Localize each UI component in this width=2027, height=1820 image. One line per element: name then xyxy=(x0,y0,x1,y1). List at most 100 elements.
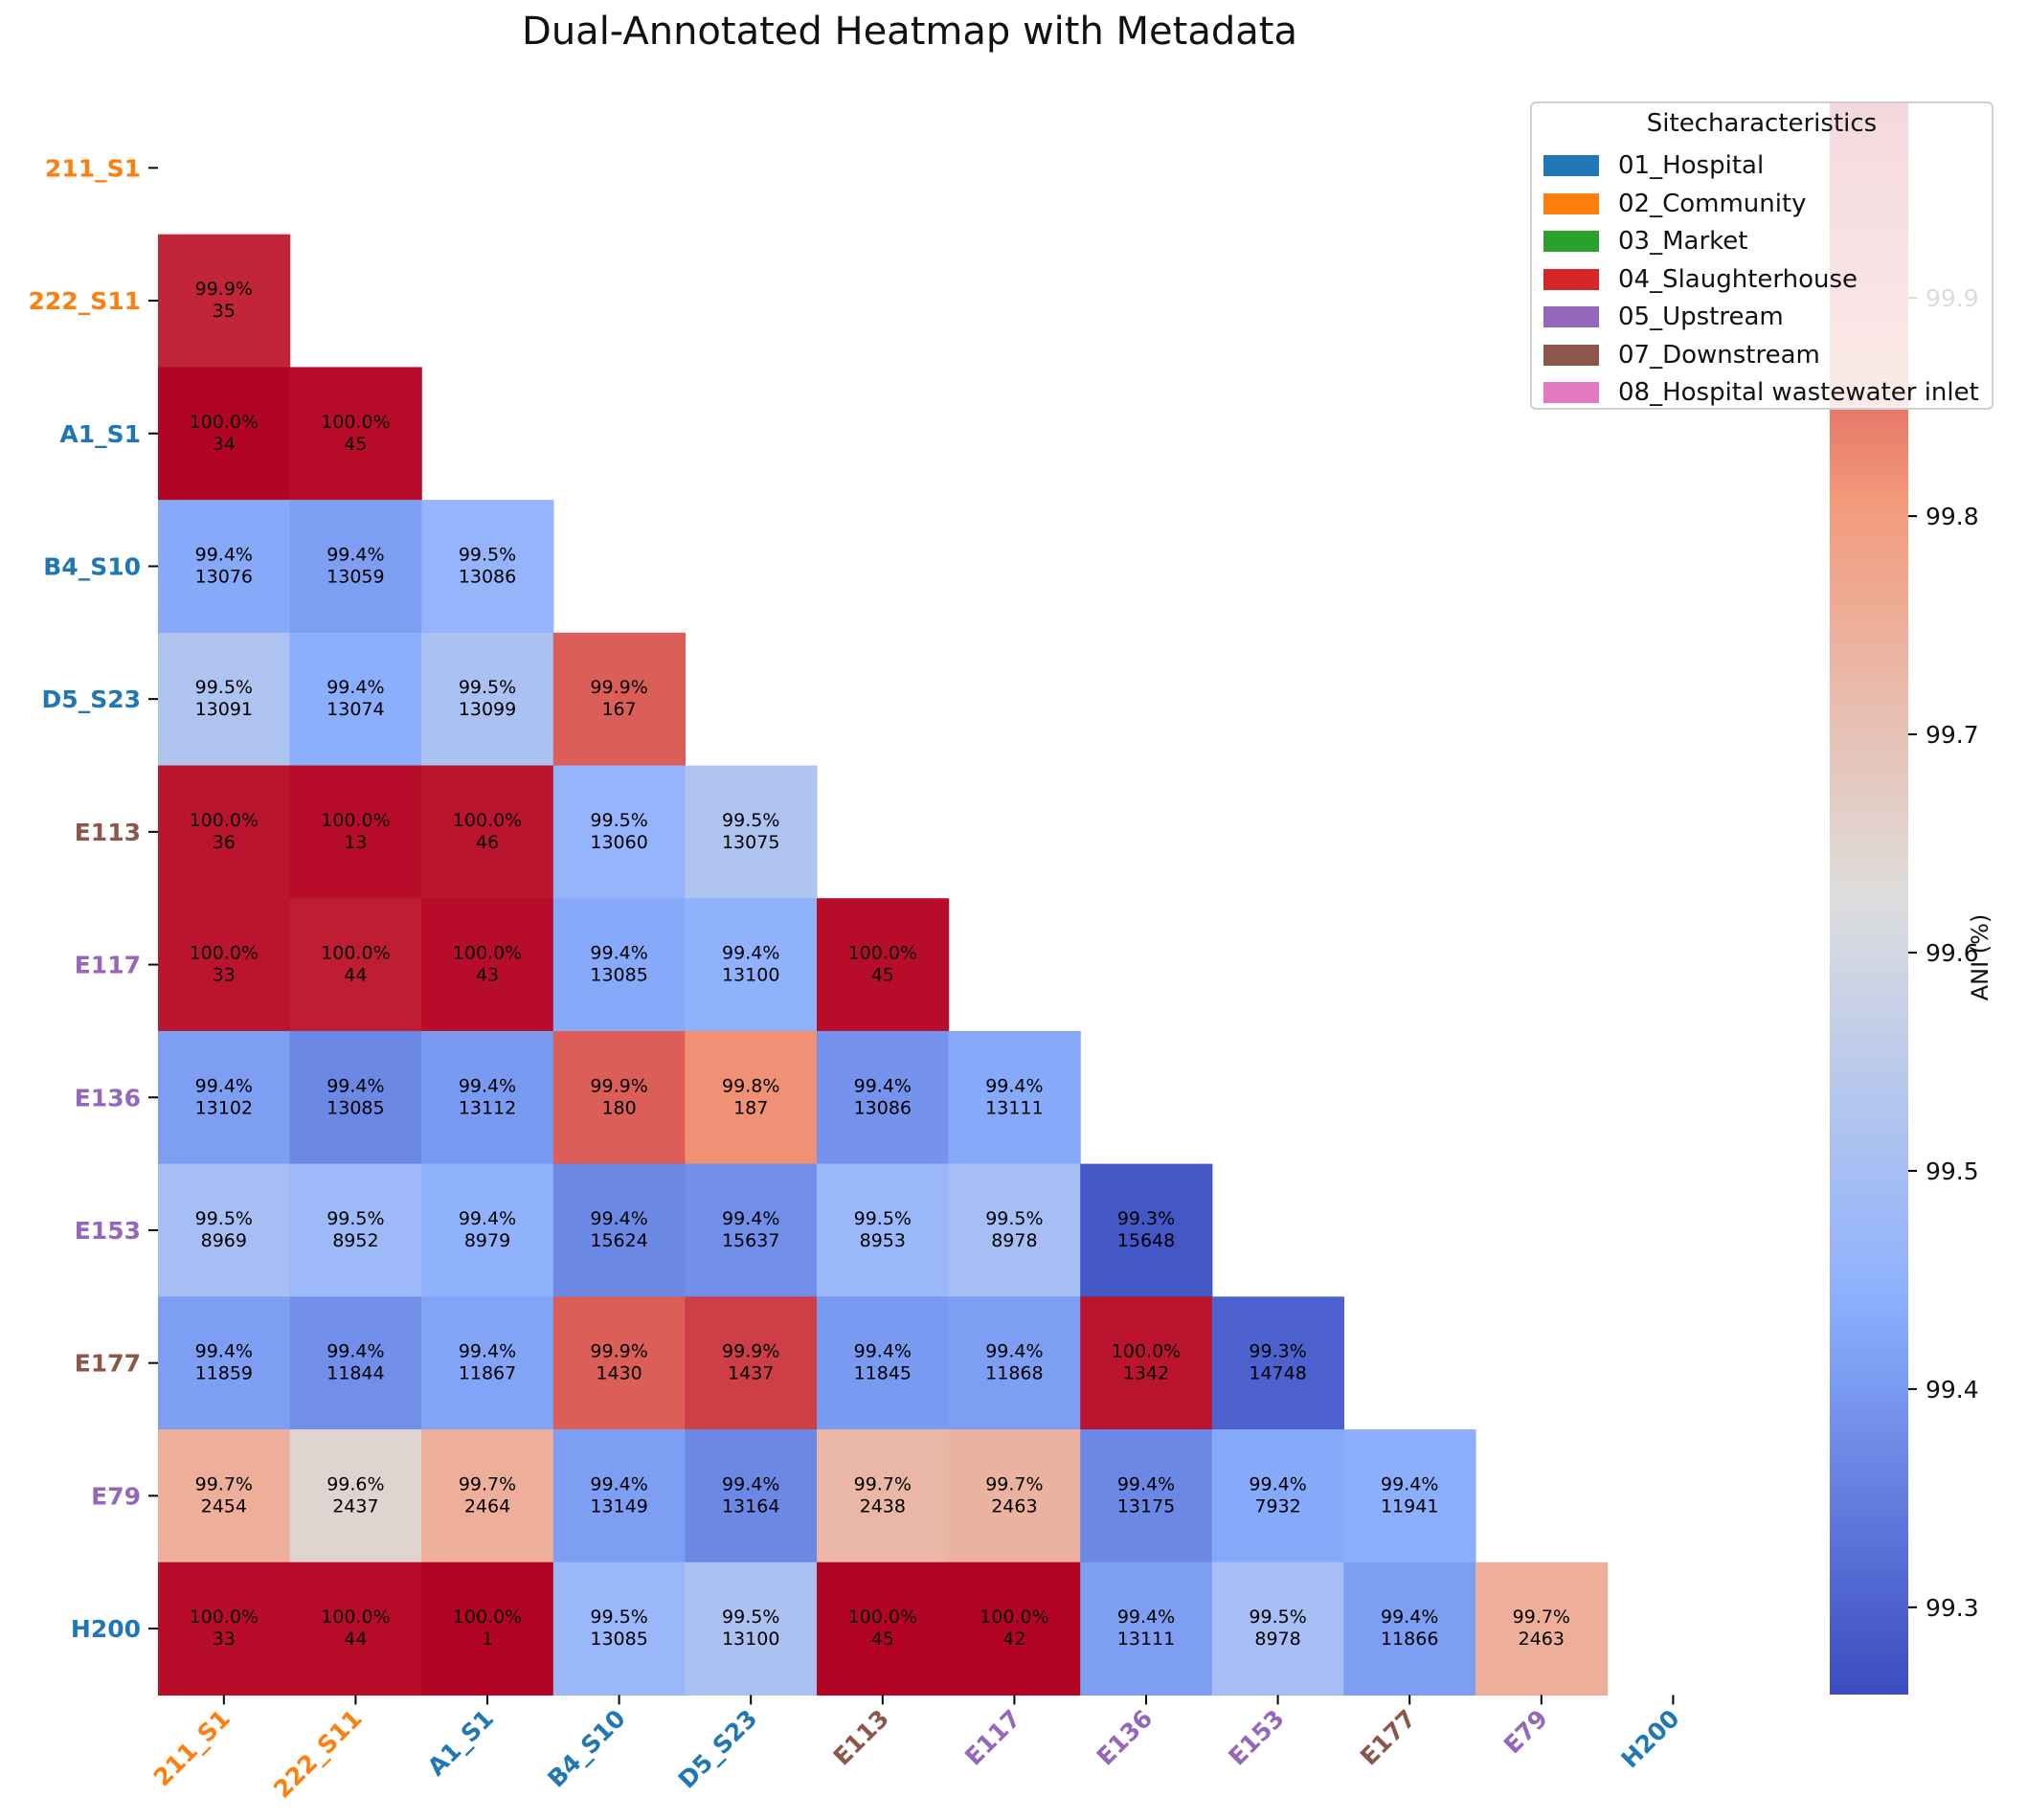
x-tick-label: E177 xyxy=(1355,1704,1421,1770)
cell-ani-label: 99.4% xyxy=(459,1075,516,1096)
cell-count-label: 13112 xyxy=(459,1097,516,1118)
legend-swatch xyxy=(1543,155,1599,176)
cell-count-label: 13059 xyxy=(327,566,384,587)
x-tick-label: H200 xyxy=(1615,1704,1684,1773)
heatmap-cell-E153-A1_S1 xyxy=(421,1163,554,1297)
cell-ani-label: 99.8% xyxy=(722,1075,779,1096)
chart-title: Dual-Annotated Heatmap with Metadata xyxy=(522,10,1297,54)
legend-entry: 07_Downstream xyxy=(1543,339,1820,371)
cell-count-label: 43 xyxy=(476,965,499,986)
heatmap-cell-E79-D5_S23 xyxy=(685,1429,818,1563)
cell-ani-label: 99.4% xyxy=(590,943,647,964)
heatmap-cell-E153-222_S11 xyxy=(289,1163,422,1297)
cell-count-label: 13111 xyxy=(1117,1629,1175,1650)
cell-ani-label: 100.0% xyxy=(848,1607,917,1628)
cell-ani-label: 99.4% xyxy=(722,1473,779,1494)
cell-ani-label: 100.0% xyxy=(321,943,390,964)
heatmap-cell-H200-D5_S23 xyxy=(685,1562,818,1696)
legend-entry: 04_Slaughterhouse xyxy=(1543,263,1858,296)
cell-ani-label: 99.4% xyxy=(327,544,384,565)
legend-swatch xyxy=(1543,268,1599,290)
cell-count-label: 13100 xyxy=(722,965,779,986)
heatmap-cell-E153-E136 xyxy=(1080,1163,1213,1297)
cell-count-label: 13100 xyxy=(722,1629,779,1650)
legend-label: 02_Community xyxy=(1618,189,1807,218)
cell-count-label: 13175 xyxy=(1117,1495,1175,1517)
heatmap-cell-E79-211_S1 xyxy=(158,1429,291,1563)
heatmap-cell-E136-A1_S1 xyxy=(421,1030,554,1165)
legend-label: 04_Slaughterhouse xyxy=(1618,264,1858,294)
colorbar-tick-label: 99.6 xyxy=(1926,939,1979,967)
cell-count-label: 8978 xyxy=(1254,1629,1300,1650)
cell-ani-label: 100.0% xyxy=(1112,1341,1181,1362)
cell-count-label: 13085 xyxy=(590,1629,647,1650)
x-tick-label: B4_S10 xyxy=(542,1704,630,1792)
y-tick-label: A1_S1 xyxy=(59,420,141,448)
x-tick-label: 222_S11 xyxy=(268,1704,368,1804)
cell-count-label: 11941 xyxy=(1381,1495,1438,1517)
x-tick-label: E117 xyxy=(959,1704,1025,1770)
heatmap-cell-E79-222_S11 xyxy=(289,1429,422,1563)
cell-ani-label: 99.4% xyxy=(985,1341,1043,1362)
heatmap-cell-A1_S1-211_S1 xyxy=(158,367,291,501)
cell-ani-label: 99.4% xyxy=(1117,1473,1175,1494)
heatmap-cell-E177-211_S1 xyxy=(158,1296,291,1430)
colorbar-tick-label: 99.8 xyxy=(1926,503,1979,530)
cell-ani-label: 99.4% xyxy=(327,677,384,698)
cell-ani-label: 99.5% xyxy=(327,1208,384,1229)
cell-count-label: 167 xyxy=(601,699,636,720)
x-tick-label: E136 xyxy=(1092,1704,1158,1770)
heatmap-cell-A1_S1-222_S11 xyxy=(289,367,422,501)
cell-count-label: 2437 xyxy=(332,1495,378,1517)
cell-count-label: 13149 xyxy=(590,1495,647,1517)
cell-count-label: 8979 xyxy=(464,1230,510,1251)
cell-count-label: 2464 xyxy=(464,1495,510,1517)
cell-count-label: 11859 xyxy=(195,1363,253,1384)
legend-title: Sitecharacteristics xyxy=(1646,109,1878,138)
heatmap-cell-E177-222_S11 xyxy=(289,1296,422,1430)
heatmap-cell-E79-B4_S10 xyxy=(552,1429,686,1563)
cell-ani-label: 100.0% xyxy=(453,943,522,964)
heatmap-cell-H200-E79 xyxy=(1475,1562,1609,1696)
y-tick-label: 222_S11 xyxy=(29,287,141,315)
cell-ani-label: 99.4% xyxy=(590,1473,647,1494)
cell-ani-label: 99.4% xyxy=(854,1075,912,1096)
cell-ani-label: 99.4% xyxy=(1381,1473,1438,1494)
heatmap-cell-E113-A1_S1 xyxy=(421,765,554,899)
cell-ani-label: 100.0% xyxy=(321,810,390,831)
cell-ani-label: 100.0% xyxy=(453,810,522,831)
cell-count-label: 2463 xyxy=(1519,1629,1565,1650)
cell-ani-label: 99.5% xyxy=(722,1607,779,1628)
cell-count-label: 13102 xyxy=(195,1097,253,1118)
heatmap-cell-E136-222_S11 xyxy=(289,1030,422,1165)
cell-count-label: 13086 xyxy=(854,1097,912,1118)
cell-ani-label: 100.0% xyxy=(848,943,917,964)
cell-ani-label: 99.7% xyxy=(985,1473,1043,1494)
cell-ani-label: 100.0% xyxy=(190,412,259,433)
heatmap-cell-E79-E136 xyxy=(1080,1429,1213,1563)
heatmap-cell-D5_S23-211_S1 xyxy=(158,632,291,767)
cell-count-label: 33 xyxy=(213,1629,236,1650)
legend-entry: 03_Market xyxy=(1543,225,1747,258)
heatmap-cell-E117-E113 xyxy=(817,898,950,1032)
colorbar-tick-label: 99.4 xyxy=(1926,1376,1979,1404)
cell-ani-label: 99.4% xyxy=(459,1341,516,1362)
cell-ani-label: 100.0% xyxy=(190,1607,259,1628)
y-tick-label: E113 xyxy=(75,819,141,846)
heatmap-cell-E153-E113 xyxy=(817,1163,950,1297)
heatmap-cell-B4_S10-222_S11 xyxy=(289,500,422,634)
cell-ani-label: 99.4% xyxy=(327,1341,384,1362)
heatmap-cell-B4_S10-A1_S1 xyxy=(421,500,554,634)
cell-ani-label: 99.5% xyxy=(985,1208,1043,1229)
y-tick-label: D5_S23 xyxy=(42,685,141,713)
cell-ani-label: 99.4% xyxy=(854,1341,912,1362)
cell-count-label: 11867 xyxy=(459,1363,516,1384)
cell-count-label: 8952 xyxy=(332,1230,378,1251)
cell-ani-label: 99.7% xyxy=(1513,1607,1570,1628)
legend-label: 08_Hospital wastewater inlet xyxy=(1618,378,1979,407)
cell-count-label: 15637 xyxy=(722,1230,779,1251)
heatmap-cell-E177-A1_S1 xyxy=(421,1296,554,1430)
cell-count-label: 187 xyxy=(733,1097,768,1118)
colorbar-tick-label: 99.5 xyxy=(1926,1157,1979,1185)
